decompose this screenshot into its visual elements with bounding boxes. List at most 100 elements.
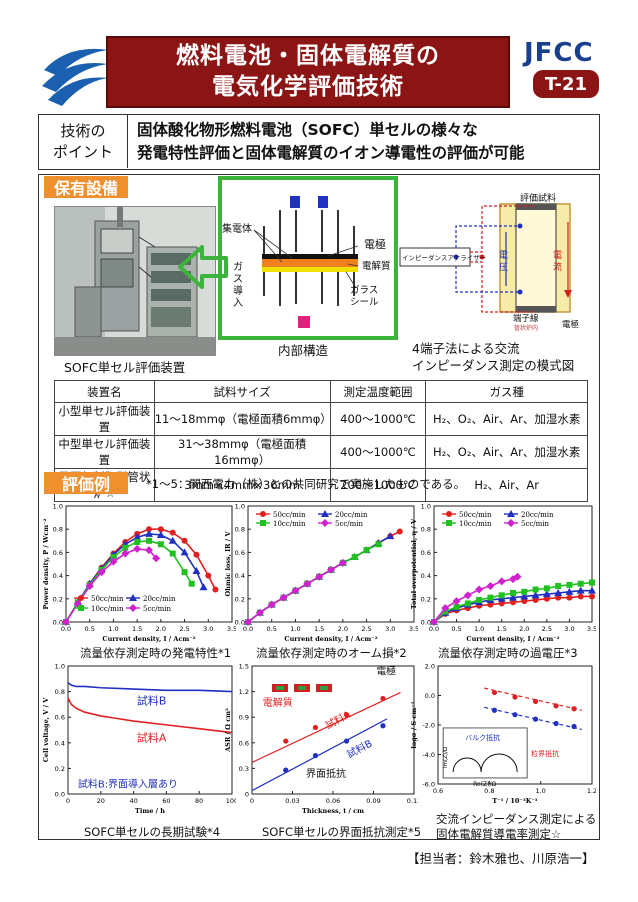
x-tick-label: 100 [226,797,236,805]
x-tick-label: 0 [66,797,70,805]
x-tick-label: 1.0 [290,625,300,633]
data-point [513,572,522,581]
legend-label: 20cc/min [521,511,554,519]
x-tick-label: 60 [162,797,170,805]
y-tick-label: 0.4 [55,739,65,747]
x-tick-label: 1.0 [474,625,484,633]
y-tick-label: 0.6 [55,714,65,722]
x-tick-label: 1.0 [108,625,118,633]
y-tick-label: 0.8 [55,688,65,696]
data-point [543,595,550,602]
annotation-electrode: 電極 [376,665,396,678]
data-point [476,596,483,603]
tech-point-line1: 固体酸化物形燃料電池（SOFC）単セルの様々な [137,121,478,139]
chart-overpotential: 0.0 0.5 1.0 1.5 2.0 2.5 3.0 3.50.00.20.40.60.81… [410,503,596,643]
x-tick-label: 0.0 [61,625,71,633]
chart-caption-4: SOFC単セルの長期試験*4 [84,825,221,839]
label-glass-seal-2: シール [350,297,379,308]
y-tick-label: -6.0 [422,781,435,789]
impedance-caption-line1: 4端子法による交流 [412,341,520,356]
y-tick-label: 0.6 [235,549,245,557]
x-tick-label: 0.5 [85,625,95,633]
data-point [192,566,201,574]
schematic-electrode [298,686,306,690]
data-point [486,582,495,591]
chart-interface-resistance: 0 0.03 0.06 0.09 0.12 0 0.3 0.6 0.9 1.2 1.5 Thickne… [224,663,418,816]
y-tick-label: 0.2 [53,595,63,603]
y-tick-label: 0.2 [421,595,431,603]
data-point [555,594,562,601]
examples-note: *1～5：関西電力（株）との共同研究で実施したものである。 [146,477,466,491]
label-current: 電流 [553,251,563,273]
x-tick-label: 1.5 [314,625,324,633]
spec-cell: 小型単セル評価装置 [54,402,155,436]
data-point [531,591,540,599]
data-point [62,618,70,626]
chart-caption-5: SOFC単セルの界面抵抗測定*5 [262,825,422,839]
x-tick-label: 80 [195,797,203,805]
y-tick-label: 0.8 [421,526,431,534]
data-point [312,753,319,759]
data-point [260,511,266,517]
spec-cell: 400～1000℃ [329,435,427,469]
x-tick-label: 0.12 [407,797,418,805]
x-tick-label: 1.5 [132,625,142,633]
footer-contact: 【担当者：鈴木雅也、川原浩一】 [407,851,595,866]
data-point [577,580,584,587]
equipment-photo-illustration [55,207,215,355]
x-tick-label: 40 [129,797,137,805]
legend-label: 5cc/min [521,520,550,528]
section-label-equipment: 保有設備 [44,176,128,198]
data-point [543,585,550,592]
data-point [267,600,276,609]
label-terminal: 端子線 [513,314,539,324]
data-point [168,536,177,544]
legend-label: 10cc/min [273,520,306,528]
data-point [134,538,141,545]
data-point [498,600,505,607]
data-point [491,689,498,696]
data-point [78,595,84,601]
legend-label: 50cc/min [273,511,306,519]
x-tick-label: 0 [250,797,254,805]
chart-caption-1: 流量依存測定時の発電特性*1 [80,646,232,660]
section-label-examples: 評価例 [44,472,128,494]
internal-structure-caption: 内部構造 [278,343,329,358]
jfcc-wave-logo-icon [42,48,108,106]
tech-point-line2: 発電特性評価と固体電解質のイオン導電性の評価が可能 [137,144,525,162]
legend-label: 20cc/min [143,595,176,603]
data-point [498,592,505,599]
label-glass-seal: ガラス シール [350,285,379,309]
label-gas-inlet: ガス導入 [233,262,243,309]
chart-caption-6-line1: 交流インピーダンス測定による [436,812,597,826]
spec-table: 装置名 試料サイズ 測定温度範囲 ガス種 小型単セル評価装置 11～18mmφ（… [54,380,588,502]
series-line [247,543,379,623]
annotation-sample-a: 試料A [323,708,353,732]
x-axis-label: Current density, I / Acm⁻² [102,635,195,643]
x-tick-label: 1.5 [497,625,507,633]
plot-frame [247,505,415,623]
inset-arc [452,753,518,772]
data-point [453,603,460,610]
schematic-electrode [320,686,328,690]
y-tick-label: 0.2 [235,595,245,603]
spec-cell: 中型単セル評価装置 [54,435,155,469]
spec-header-cell: ガス種 [425,380,588,403]
label-furnace: 管状炉内 [514,325,539,332]
impedance-diagram [399,203,572,313]
data-point [193,551,200,558]
x-tick-label: 0.09 [366,797,380,805]
data-point [181,537,188,544]
y-tick-label: 0.0 [235,619,245,627]
chart-power-density: 0.0 0.5 1.0 1.5 2.0 2.5 3.0 3.5 0.0 0.2 0.4 0.6 0.8 1… [42,503,236,644]
main-frame [38,174,600,840]
label-electrode-internal: 電極 [364,238,386,251]
y-axis-label: logσ / S cm⁻¹ [410,701,418,748]
x-tick-label: 3.5 [587,625,596,633]
label-voltage: 電圧 [499,251,509,273]
data-point [351,554,358,561]
data-point [554,589,563,596]
x-tick-label: 3.0 [564,625,574,633]
y-tick-label: 1.2 [239,688,249,696]
data-point [487,594,494,601]
